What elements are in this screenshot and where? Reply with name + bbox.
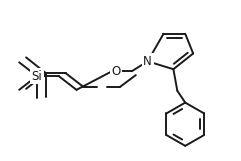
Text: O: O [111, 65, 121, 78]
Text: N: N [143, 55, 152, 68]
Text: Si: Si [32, 70, 42, 83]
